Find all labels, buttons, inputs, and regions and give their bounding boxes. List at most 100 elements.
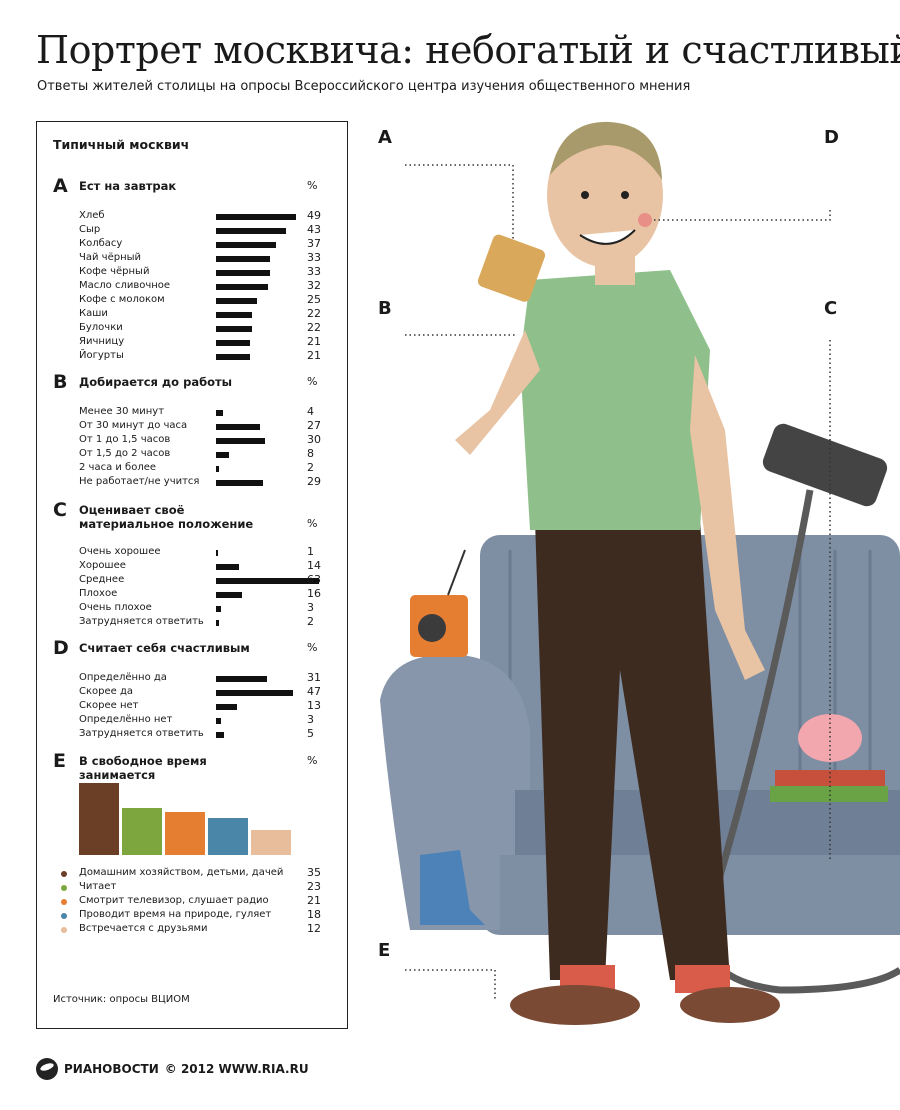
- panel-heading: Типичный москвич: [53, 137, 190, 152]
- bar: [216, 620, 220, 626]
- percent-unit: %: [307, 754, 318, 767]
- bar-label: Определённо нет: [79, 714, 173, 725]
- bar-value: 21: [307, 335, 321, 348]
- bar: [216, 312, 252, 318]
- footer-logo-text: РИАНОВОСТИ: [64, 1062, 159, 1076]
- bar: [216, 298, 257, 304]
- bar-label: Скорее нет: [79, 700, 139, 711]
- bar-row: Среднее 63: [79, 573, 329, 588]
- bar-label: Скорее да: [79, 686, 134, 697]
- bar-label: От 1,5 до 2 часов: [79, 448, 171, 459]
- bar: [216, 732, 225, 738]
- bar-row: Кофе с молоком 25: [79, 293, 329, 308]
- bar-row: От 30 минут до часа 27: [79, 419, 329, 434]
- bar-row: Масло сливочное 32: [79, 279, 329, 294]
- bar-value: 3: [307, 601, 314, 614]
- bar-row: Йогурты 21: [79, 349, 329, 364]
- bar-value: 63: [307, 573, 321, 586]
- bar-label: Плохое: [79, 588, 118, 599]
- bar-row: Кофе чёрный 33: [79, 265, 329, 280]
- bar-label: Каши: [79, 308, 108, 319]
- bar-value: 14: [307, 559, 321, 572]
- bar-label: Кофе чёрный: [79, 266, 150, 277]
- legend-item: Домашним хозяйством, детьми, дачей 35: [61, 866, 331, 881]
- legend-item: Читает 23: [61, 880, 331, 895]
- bar-value: 13: [307, 699, 321, 712]
- bar-value: 33: [307, 251, 321, 264]
- section-title: Добирается до работы: [79, 375, 233, 389]
- bar-row: Скорее да 47: [79, 685, 329, 700]
- bar-value: 22: [307, 321, 321, 334]
- bar: [216, 480, 264, 486]
- footer: РИАНОВОСТИ © 2012 WWW.RIA.RU: [36, 1058, 309, 1080]
- bar-label: Масло сливочное: [79, 280, 171, 291]
- section-title: В свободное время занимается: [79, 754, 207, 782]
- bar-value: 2: [307, 461, 314, 474]
- bar-label: Хлеб: [79, 210, 105, 221]
- legend-label: Встречается с друзьями: [79, 923, 208, 934]
- bar-value: 49: [307, 209, 321, 222]
- bar: [216, 214, 296, 220]
- bar-label: Хорошее: [79, 560, 126, 571]
- bar: [216, 592, 243, 598]
- legend-value: 12: [307, 922, 321, 935]
- slipper-right: [680, 987, 780, 1023]
- section-title: Считает себя счастливым: [79, 641, 250, 655]
- section-letter-c: C: [53, 499, 67, 521]
- bar-label: Не работает/не учится: [79, 476, 200, 487]
- bar-label: Сыр: [79, 224, 101, 235]
- legend-value: 35: [307, 866, 321, 879]
- section-letter-b: B: [53, 371, 68, 393]
- callout-a: A: [378, 127, 392, 148]
- bar-label: От 30 минут до часа: [79, 420, 188, 431]
- legend-value: 21: [307, 894, 321, 907]
- right-arm: [690, 355, 765, 680]
- legend-label: Читает: [79, 881, 117, 892]
- bar-label: От 1 до 1,5 часов: [79, 434, 171, 445]
- bar-value: 47: [307, 685, 321, 698]
- bar-label: Очень хорошее: [79, 546, 161, 557]
- section-letter-d: D: [53, 637, 69, 659]
- bar-label: 2 часа и более: [79, 462, 157, 473]
- bar-label: Среднее: [79, 574, 125, 585]
- legend-label: Смотрит телевизор, слушает радио: [79, 895, 269, 906]
- bar-row: Скорее нет 13: [79, 699, 329, 714]
- bar: [216, 564, 239, 570]
- percent-unit: %: [307, 517, 318, 530]
- bar-row: Плохое 16: [79, 587, 329, 602]
- bar-value: 21: [307, 349, 321, 362]
- column-bar: [122, 807, 162, 855]
- shirt: [520, 270, 710, 530]
- bar: [216, 354, 251, 360]
- bar: [216, 550, 218, 556]
- bar-value: 37: [307, 237, 321, 250]
- bar-row: Затрудняется ответить 5: [79, 727, 329, 742]
- page-title: Портрет москвича: небогатый и счастливый: [36, 28, 900, 72]
- sandwich-icon: [477, 234, 546, 302]
- footer-copyright: © 2012 WWW.RIA.RU: [164, 1062, 309, 1076]
- bar-value: 32: [307, 279, 321, 292]
- bar-row: Очень плохое 3: [79, 601, 329, 616]
- bar-label: Колбасу: [79, 238, 123, 249]
- section-title: Ест на завтрак: [79, 179, 177, 193]
- percent-unit: %: [307, 641, 318, 654]
- bar-value: 8: [307, 447, 314, 460]
- section-title: Оценивает своё материальное положение: [79, 503, 254, 531]
- bar-value: 43: [307, 223, 321, 236]
- callout-b: B: [378, 298, 392, 319]
- bar-row: Менее 30 минут 4: [79, 405, 329, 420]
- bar-label: Затрудняется ответить: [79, 616, 204, 627]
- bar-label: Йогурты: [79, 350, 124, 361]
- vacuum-head-icon: [762, 423, 888, 507]
- column-bar: [208, 817, 248, 855]
- bar-value: 33: [307, 265, 321, 278]
- legend-item: Проводит время на природе, гуляет 18: [61, 908, 331, 923]
- percent-unit: %: [307, 179, 318, 192]
- bar-row: Яичницу 21: [79, 335, 329, 350]
- trousers: [535, 520, 730, 980]
- legend-label: Домашним хозяйством, детьми, дачей: [79, 867, 284, 878]
- legend-dot: [61, 871, 67, 877]
- bar-row: Определённо нет 3: [79, 713, 329, 728]
- piggy-bank-icon: [798, 714, 862, 762]
- bar-row: От 1 до 1,5 часов 30: [79, 433, 329, 448]
